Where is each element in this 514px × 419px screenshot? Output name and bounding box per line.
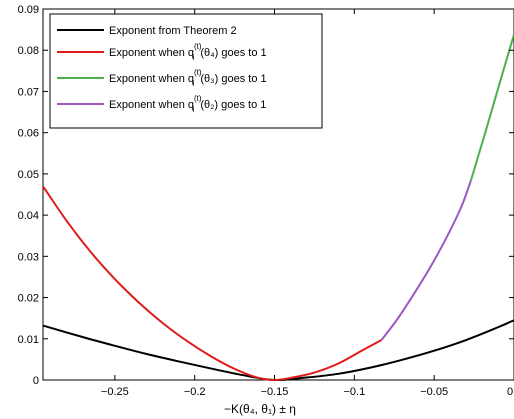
legend-label: Exponent when q(t) i (θ₃) goes to 1 — [109, 68, 267, 88]
series-lines — [42, 34, 514, 382]
x-axis-label: −K(θ₄, θ₁) ± η — [224, 402, 296, 416]
y-tick-label: 0.01 — [18, 334, 39, 346]
y-tick-label: 0 — [33, 375, 39, 387]
series-line-3 — [469, 34, 514, 181]
y-tick-label: 0.08 — [18, 45, 39, 57]
legend-label: Exponent when q(t) i (θ₄) goes to 1 — [109, 42, 267, 62]
legend-label: Exponent from Theorem 2 — [109, 25, 237, 37]
legend-box — [49, 13, 323, 129]
y-tick-label: 0.07 — [18, 86, 39, 98]
x-axis: −0.25 −0.2 −0.15 −0.1 −0.05 0 — [101, 9, 514, 398]
series-line-4 — [380, 180, 472, 341]
y-tick-label: 0.05 — [18, 169, 39, 181]
series-line-2 — [42, 185, 382, 381]
x-tick-label: −0.25 — [101, 386, 129, 398]
y-tick-label: 0.06 — [18, 128, 39, 140]
y-axis: 0 0.01 0.02 0.03 0.04 0.05 0.06 0.07 0.08 0.09 — [18, 4, 514, 387]
series-line-1 — [42, 319, 514, 382]
x-tick-label: −0.05 — [420, 386, 448, 398]
x-tick-label: −0.1 — [343, 386, 365, 398]
y-tick-label: 0.03 — [18, 251, 39, 263]
y-tick-label: 0.04 — [18, 210, 39, 222]
x-tick-label: −0.15 — [261, 386, 289, 398]
y-tick-label: 0.09 — [18, 4, 39, 16]
y-tick-label: 0.02 — [18, 293, 39, 305]
x-tick-label: 0 — [507, 386, 513, 398]
x-tick-label: −0.2 — [184, 386, 206, 398]
legend-label: Exponent when q(t) i (θ₂) goes to 1 — [109, 94, 266, 114]
legend: Exponent from Theorem 2 Exponent when q(t… — [49, 13, 323, 129]
